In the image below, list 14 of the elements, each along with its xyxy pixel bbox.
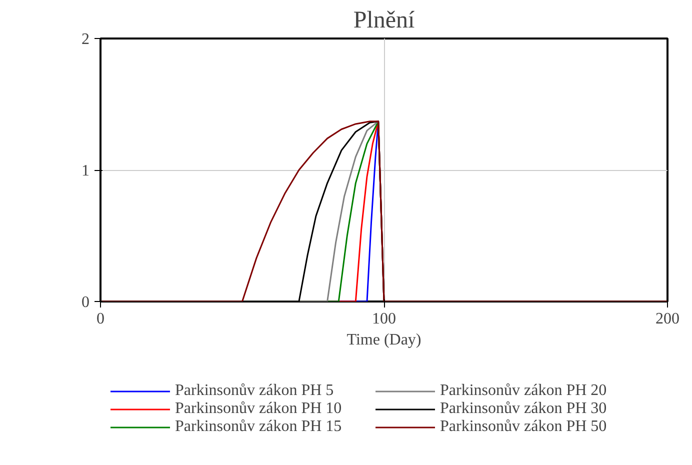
x-axis-title: Time (Day) xyxy=(346,332,422,348)
x-tick-label: 100 xyxy=(372,310,396,328)
legend-label: Parkinsonův zákon PH 15 xyxy=(175,418,343,436)
legend-label: Parkinsonův zákon PH 5 xyxy=(175,382,335,400)
x-tick-label: 200 xyxy=(656,310,680,328)
legend-label: Parkinsonův zákon PH 50 xyxy=(440,418,608,436)
legend-label: Parkinsonův zákon PH 10 xyxy=(175,400,343,418)
y-tick-label: 1 xyxy=(82,162,90,180)
chart-title: Plnění xyxy=(353,8,415,34)
x-tick-label: 0 xyxy=(96,310,104,328)
y-tick-label: 2 xyxy=(82,31,90,48)
legend-label: Parkinsonův zákon PH 20 xyxy=(440,382,608,400)
legend-label: Parkinsonův zákon PH 30 xyxy=(440,400,608,418)
y-tick-label: 0 xyxy=(82,294,90,311)
